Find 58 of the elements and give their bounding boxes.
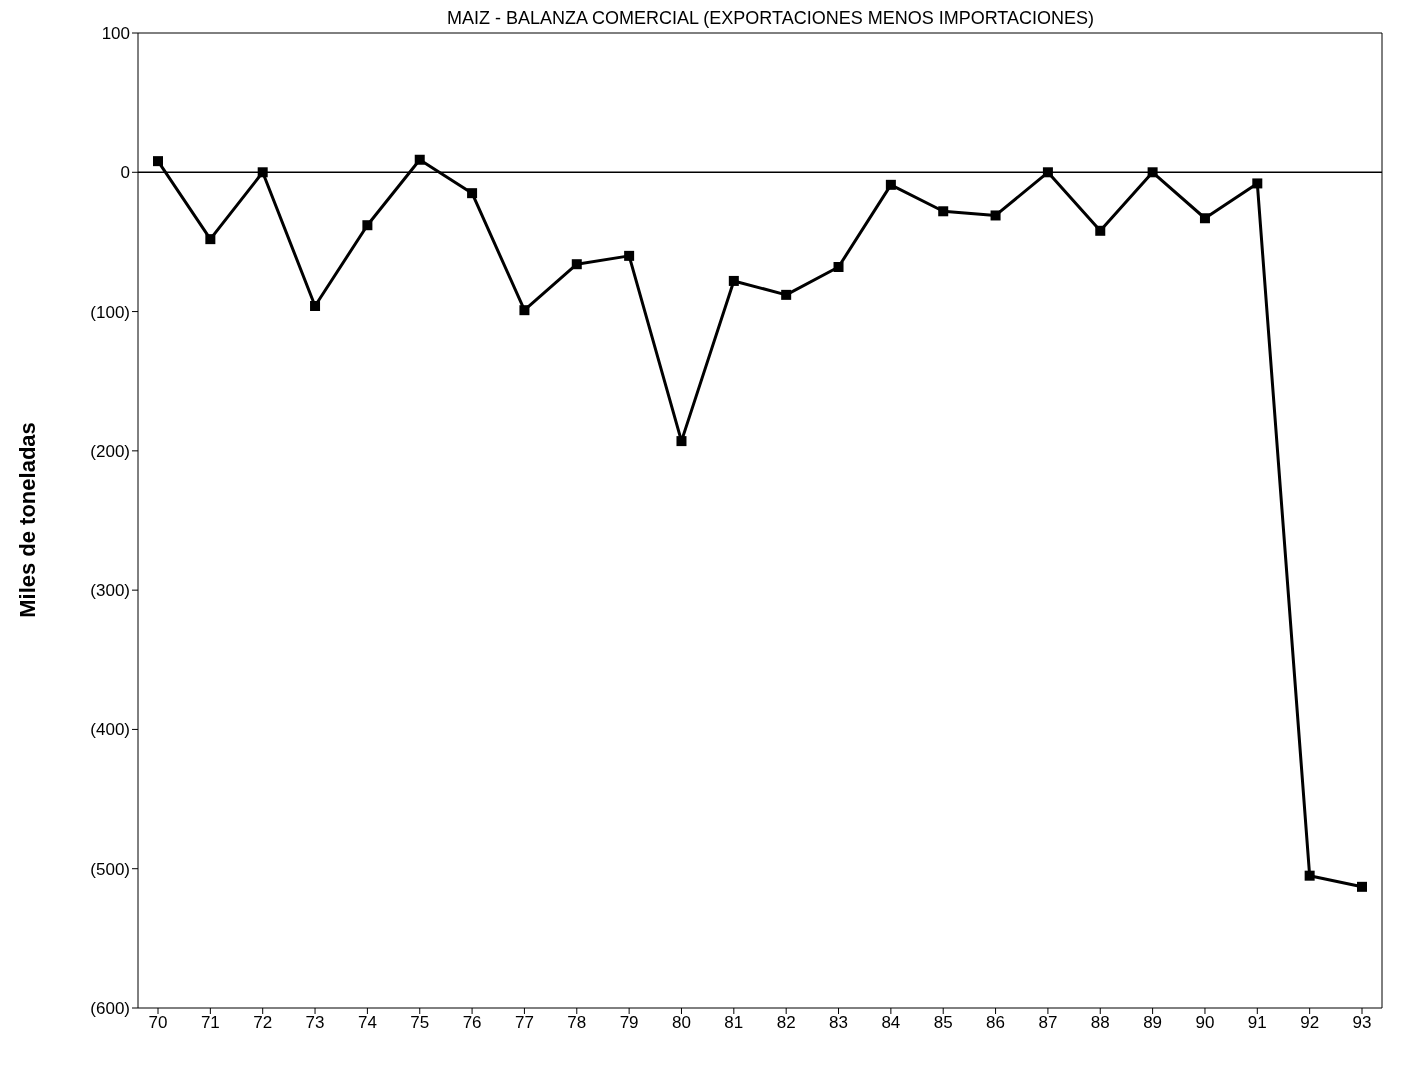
point (1252, 178, 1263, 189)
point (1304, 870, 1315, 881)
point (519, 305, 530, 316)
y-tick-label: (300) (90, 581, 130, 601)
point (885, 179, 896, 190)
x-tick-label: 85 (933, 1013, 953, 1033)
point (362, 220, 373, 231)
point (1357, 881, 1367, 892)
point (781, 289, 792, 300)
x-tick-label: 79 (619, 1013, 639, 1033)
point (1199, 213, 1210, 224)
point (1042, 167, 1053, 178)
x-tick-label: 93 (1352, 1013, 1372, 1033)
x-tick-label: 70 (148, 1013, 168, 1033)
x-tick-label: 90 (1195, 1013, 1215, 1033)
y-tick-label: (400) (90, 720, 130, 740)
y-tick-label: 100 (101, 24, 130, 44)
x-tick-label: 75 (410, 1013, 430, 1033)
point (257, 167, 268, 178)
y-tick-label: (100) (90, 302, 130, 322)
point (310, 301, 321, 311)
x-tick-label: 92 (1300, 1013, 1320, 1033)
x-tick-label: 72 (253, 1013, 273, 1033)
y-tick-label: (600) (90, 999, 130, 1019)
y-tick-label: (200) (90, 441, 130, 461)
x-tick-label: 76 (462, 1013, 482, 1033)
x-tick-label: 87 (1038, 1013, 1058, 1033)
point (833, 262, 844, 272)
x-tick-label: 78 (567, 1013, 587, 1033)
x-tick-label: 73 (305, 1013, 325, 1033)
chart-title: MAIZ - BALANZA COMERCIAL (EXPORTACIONES MENOS IMPORTACIONES) (445, 8, 1096, 29)
x-tick-label: 91 (1247, 1013, 1267, 1033)
point (571, 259, 582, 270)
point (1147, 167, 1158, 178)
point (728, 275, 739, 286)
point (938, 206, 949, 217)
x-tick-label: 84 (881, 1013, 901, 1033)
point (414, 154, 425, 165)
y-tick-label: (500) (90, 859, 130, 879)
point (205, 234, 216, 245)
x-tick-label: 81 (724, 1013, 744, 1033)
x-tick-label: 86 (986, 1013, 1006, 1033)
x-tick-label: 77 (514, 1013, 534, 1033)
point (990, 210, 1001, 221)
x-tick-label: 89 (1143, 1013, 1163, 1033)
x-tick-label: 71 (200, 1013, 220, 1033)
x-tick-label: 80 (672, 1013, 691, 1033)
x-tick-label: 82 (776, 1013, 796, 1033)
x-tick-label: 88 (1090, 1013, 1110, 1033)
y-axis-title: Miles de toneladas (15, 422, 41, 618)
point (153, 156, 163, 167)
x-tick-label: 83 (829, 1013, 848, 1033)
point (624, 250, 635, 261)
x-tick-label: 74 (357, 1013, 377, 1033)
point (676, 436, 687, 447)
y-tick-label: 0 (120, 163, 130, 183)
point (1095, 225, 1106, 236)
point (467, 188, 478, 199)
